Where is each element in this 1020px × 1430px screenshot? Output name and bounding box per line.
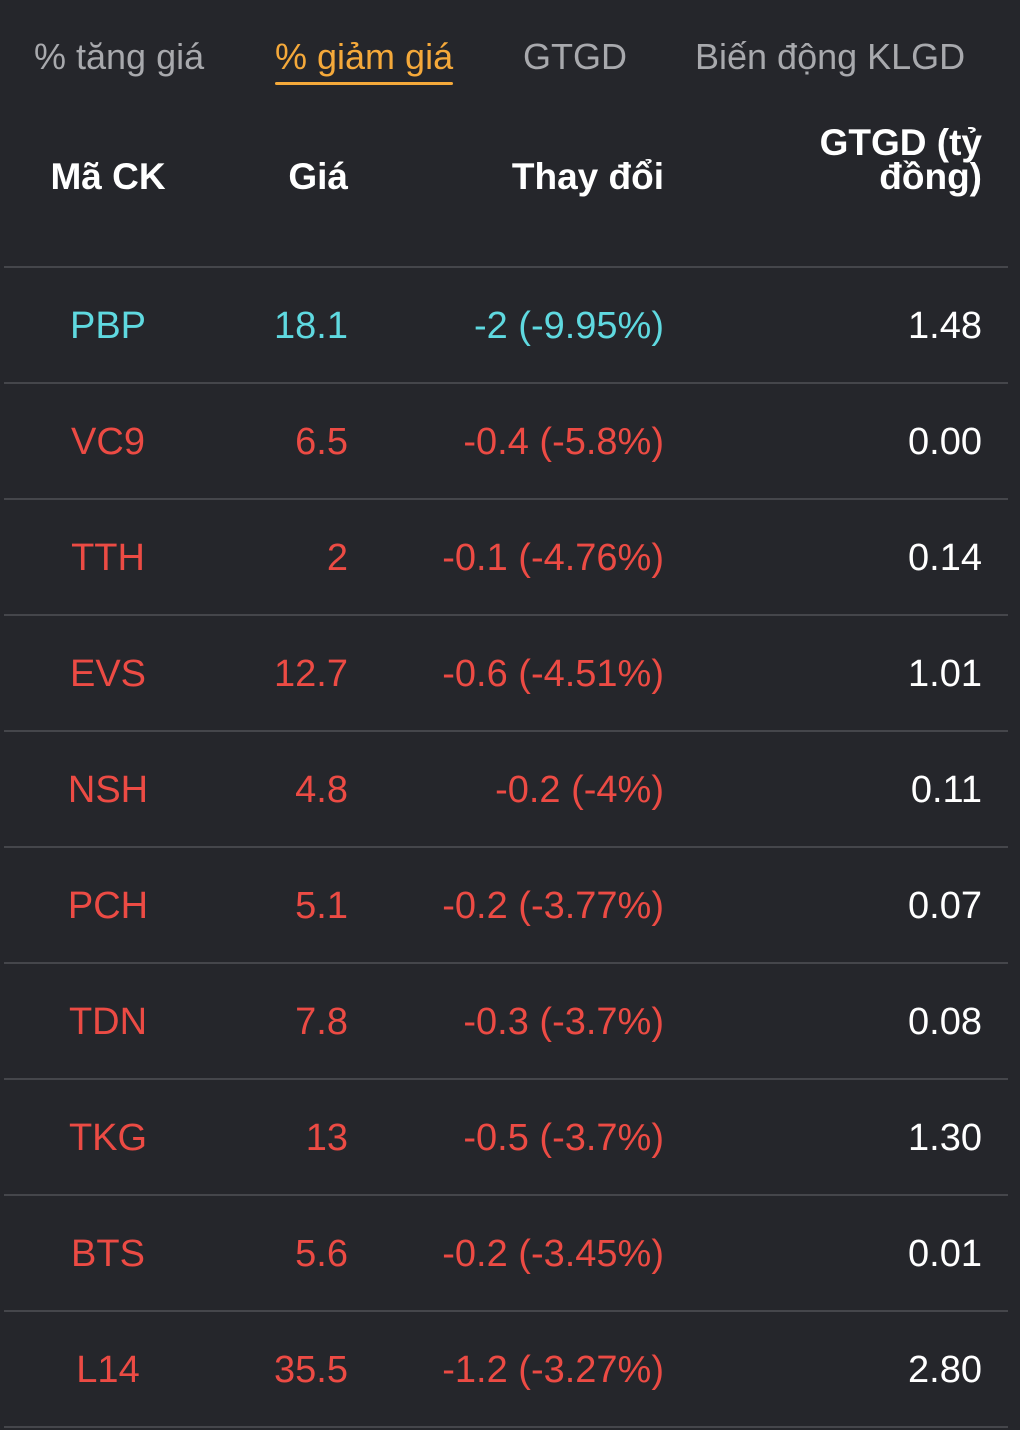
table-row[interactable]: NSH 4.8 -0.2 (-4%) 0.11 [4, 732, 1008, 848]
tab-bar: % tăng giá % giảm giá GTGD Biến động KLG… [0, 0, 1020, 110]
table-row[interactable]: PCH 5.1 -0.2 (-3.77%) 0.07 [4, 848, 1008, 964]
header-value-line1: GTGD (tỷ [819, 122, 982, 163]
stock-trading-value: 0.07 [908, 885, 982, 927]
stock-change: -0.5 (-3.7%) [463, 1117, 664, 1159]
stock-change: -0.3 (-3.7%) [463, 1001, 664, 1043]
tab-top-gainers[interactable]: % tăng giá [34, 36, 205, 77]
header-value-line2: đồng) [879, 156, 982, 197]
stock-price: 5.1 [295, 885, 348, 927]
stock-code: VC9 [71, 421, 145, 463]
stock-price: 12.7 [274, 653, 348, 695]
table-row[interactable]: TTH 2 -0.1 (-4.76%) 0.14 [4, 500, 1008, 616]
stock-change: -0.2 (-4%) [495, 769, 664, 811]
stock-price: 18.1 [274, 305, 348, 347]
stock-change: -2 (-9.95%) [473, 305, 664, 347]
stock-code: BTS [71, 1233, 145, 1275]
stock-code: NSH [67, 769, 149, 811]
stock-trading-value: 0.14 [908, 537, 982, 579]
stock-change: -0.1 (-4.76%) [442, 537, 664, 579]
stock-change: -0.2 (-3.45%) [442, 1233, 664, 1275]
stock-price: 4.8 [295, 769, 348, 811]
table-row[interactable]: EVS 12.7 -0.6 (-4.51%) 1.01 [4, 616, 1008, 732]
stock-code: PCH [67, 885, 149, 927]
stock-trading-value: 1.48 [908, 305, 982, 347]
stock-price: 7.8 [295, 1001, 348, 1043]
header-change: Thay đổi [511, 156, 664, 197]
stock-change: -0.2 (-3.77%) [442, 885, 664, 927]
tab-volume-change[interactable]: Biến động KLGD [695, 36, 966, 77]
stock-trading-value: 0.00 [908, 421, 982, 463]
stock-change: -0.4 (-5.8%) [463, 421, 664, 463]
tab-top-losers[interactable]: % giảm giá [275, 36, 454, 85]
stock-trading-value: 0.08 [908, 1001, 982, 1043]
stock-trading-value: 0.11 [910, 769, 982, 811]
header-value: GTGD (tỷ đồng) [774, 124, 982, 197]
stock-price: 13 [305, 1117, 348, 1159]
stock-code: PBP [69, 305, 147, 347]
tab-trading-value[interactable]: GTGD [523, 36, 627, 77]
header-code: Mã CK [50, 156, 166, 197]
header-price: Giá [288, 156, 348, 197]
stock-table-body: PBP 18.1 -2 (-9.95%) 1.48 VC9 6.5 -0.4 (-5.8%)… [4, 268, 1008, 1428]
stock-change: -0.6 (-4.51%) [442, 653, 664, 695]
stock-code: TTH [71, 537, 145, 579]
stock-code: EVS [69, 653, 147, 695]
table-row[interactable]: L14 35.5 -1.2 (-3.27%) 2.80 [4, 1312, 1008, 1428]
table-row[interactable]: TKG 13 -0.5 (-3.7%) 1.30 [4, 1080, 1008, 1196]
stock-price: 6.5 [295, 421, 348, 463]
stock-trading-value: 1.01 [908, 653, 982, 695]
stock-change: -1.2 (-3.27%) [442, 1349, 664, 1391]
stock-price: 5.6 [295, 1233, 348, 1275]
stock-code: L14 [76, 1349, 140, 1391]
stock-trading-value: 1.30 [908, 1117, 982, 1159]
stock-price: 2 [326, 537, 348, 579]
table-row[interactable]: BTS 5.6 -0.2 (-3.45%) 0.01 [4, 1196, 1008, 1312]
stock-price: 35.5 [274, 1349, 348, 1391]
stock-code: TDN [68, 1001, 148, 1043]
table-header: Mã CK Giá Thay đổi GTGD (tỷ đồng) [4, 110, 1008, 268]
stock-code: TKG [68, 1117, 148, 1159]
table-row[interactable]: PBP 18.1 -2 (-9.95%) 1.48 [4, 268, 1008, 384]
table-row[interactable]: TDN 7.8 -0.3 (-3.7%) 0.08 [4, 964, 1008, 1080]
stock-trading-value: 0.01 [908, 1233, 982, 1275]
stock-trading-value: 2.80 [908, 1349, 982, 1391]
table-row[interactable]: VC9 6.5 -0.4 (-5.8%) 0.00 [4, 384, 1008, 500]
